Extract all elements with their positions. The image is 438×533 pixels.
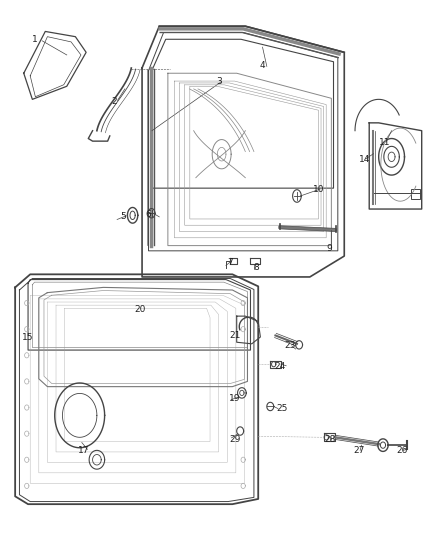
Text: 10: 10	[312, 185, 323, 193]
Text: 4: 4	[259, 61, 265, 70]
Text: 21: 21	[228, 331, 240, 340]
Text: 28: 28	[324, 435, 336, 445]
Text: 6: 6	[145, 210, 151, 219]
Text: 1: 1	[32, 35, 37, 44]
Text: 20: 20	[134, 305, 145, 314]
Text: 23: 23	[284, 342, 296, 350]
Text: 29: 29	[228, 435, 240, 445]
Text: 7: 7	[227, 258, 233, 267]
Text: 9: 9	[325, 244, 331, 253]
Text: 25: 25	[276, 404, 287, 413]
Text: 24: 24	[273, 362, 285, 372]
Text: 26: 26	[396, 446, 407, 455]
Text: 15: 15	[22, 333, 34, 342]
Bar	[410, 189, 420, 199]
Text: 14: 14	[358, 155, 370, 164]
Text: 3: 3	[216, 77, 222, 86]
Text: 19: 19	[228, 394, 240, 402]
Text: 11: 11	[378, 138, 390, 147]
Text: 5: 5	[120, 212, 125, 221]
Text: 2: 2	[111, 98, 117, 107]
Text: 17: 17	[78, 446, 89, 455]
Text: 8: 8	[253, 263, 258, 272]
Text: 27: 27	[353, 446, 364, 455]
